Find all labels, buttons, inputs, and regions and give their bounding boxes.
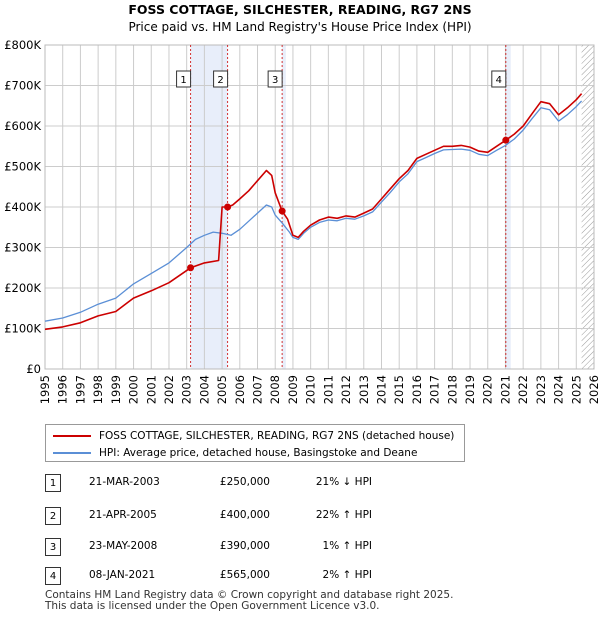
legend-label-hpi: HPI: Average price, detached house, Basi… <box>99 447 418 459</box>
legend-swatch-price <box>53 435 91 437</box>
y-tick-label: £300K <box>4 241 41 255</box>
x-tick-label: 2013 <box>357 375 371 404</box>
x-tick-label: 2012 <box>339 375 353 404</box>
x-tick-label: 2023 <box>534 375 548 404</box>
x-tick-label: 1999 <box>109 375 123 404</box>
transaction-marker <box>502 136 510 144</box>
y-tick-label: £400K <box>4 200 41 214</box>
x-tick-label: 2009 <box>286 375 300 404</box>
x-tick-label: 2002 <box>162 375 176 404</box>
transaction-label-box <box>176 70 192 88</box>
x-tick-label: 2025 <box>569 375 583 404</box>
transaction-label: 2 <box>217 75 223 86</box>
x-tick-label: 2024 <box>552 375 566 404</box>
y-axis-ticks: £0 £100K £200K £300K £400K £500K £600K £700K £80… <box>4 38 41 376</box>
y-tick-label: £800K <box>4 38 41 52</box>
x-tick-label: 2010 <box>304 375 318 404</box>
legend-item-hpi: HPI: Average price, detached house, Basi… <box>53 445 417 461</box>
legend: FOSS COTTAGE, SILCHESTER, READING, RG7 2… <box>45 424 465 462</box>
x-tick-label: 2021 <box>498 375 512 404</box>
y-tick-label: £700K <box>4 79 41 93</box>
transaction-label: 4 <box>496 75 502 86</box>
transaction-label: 1 <box>180 75 186 86</box>
hpi-line <box>44 100 583 322</box>
transaction-hpi: 21% ↓ HPI <box>315 476 372 488</box>
x-tick-label: 2008 <box>268 375 282 404</box>
x-axis-ticks: 1995 1996 1997 1998 1999 2000 2001 2002 2003 2004… <box>38 375 600 404</box>
x-tick-label: 2020 <box>481 375 495 404</box>
y-tick-label: £500K <box>4 160 41 174</box>
legend-swatch-hpi <box>53 452 91 454</box>
x-tick-label: 1996 <box>56 375 70 404</box>
transaction-date: 08-JAN-2021 <box>89 569 156 581</box>
x-tick-label: 2018 <box>445 375 459 404</box>
x-tick-label: 2000 <box>127 375 141 404</box>
transaction-price: £250,000 <box>219 476 270 488</box>
x-tick-label: 1995 <box>38 375 52 404</box>
x-tick-label: 2014 <box>374 375 388 404</box>
transaction-price: £565,000 <box>219 569 270 581</box>
x-tick-label: 2015 <box>392 375 406 404</box>
transaction-marker <box>224 203 232 211</box>
transaction-number: 2 <box>45 507 61 525</box>
plot-frame <box>44 44 595 370</box>
y-tick-label: £0 <box>26 362 41 376</box>
transaction-hpi: 2% ↑ HPI <box>322 569 372 581</box>
x-tick-label: 2006 <box>233 375 247 404</box>
price-paid-line <box>44 93 583 331</box>
transaction-number: 3 <box>45 538 61 556</box>
y-tick-label: £100K <box>4 322 41 336</box>
transaction-date: 21-MAR-2003 <box>89 476 160 488</box>
transaction-marker <box>187 264 195 272</box>
transaction-price: £390,000 <box>219 540 270 552</box>
transaction-date: 21-APR-2005 <box>89 509 157 521</box>
x-tick-label: 2003 <box>180 375 194 404</box>
transaction-hpi: 1% ↑ HPI <box>322 540 372 552</box>
x-tick-label: 2011 <box>321 375 335 404</box>
legend-item-price: FOSS COTTAGE, SILCHESTER, READING, RG7 2… <box>53 428 454 444</box>
x-tick-label: 2016 <box>410 375 424 404</box>
chart-title: FOSS COTTAGE, SILCHESTER, READING, RG7 2… <box>128 2 471 17</box>
transaction-marker <box>278 207 286 215</box>
transaction-date: 23-MAY-2008 <box>89 540 158 552</box>
x-tick-label: 2017 <box>428 375 442 404</box>
legend-label-price: FOSS COTTAGE, SILCHESTER, READING, RG7 2… <box>99 430 455 442</box>
x-tick-label: 2004 <box>197 375 211 404</box>
transaction-number: 1 <box>45 474 61 492</box>
x-tick-label: 2022 <box>516 375 530 404</box>
transaction-labels: 1 2 3 4 <box>176 70 507 88</box>
transaction-label-box <box>491 70 507 88</box>
chart-subtitle: Price paid vs. HM Land Registry's House … <box>128 20 471 34</box>
y-tick-label: £200K <box>4 281 41 295</box>
transaction-label-box <box>213 70 229 88</box>
transaction-hpi: 22% ↑ HPI <box>315 509 372 521</box>
footer-line-2: This data is licensed under the Open Gov… <box>45 600 380 612</box>
transaction-price: £400,000 <box>219 509 270 521</box>
footer-line-1: Contains HM Land Registry data © Crown c… <box>45 589 454 601</box>
x-tick-label: 2001 <box>144 375 158 404</box>
x-tick-label: 2005 <box>215 375 229 404</box>
x-tick-label: 2019 <box>463 375 477 404</box>
series <box>44 93 583 331</box>
x-tick-label: 1998 <box>91 375 105 404</box>
transaction-label: 3 <box>272 75 278 86</box>
x-tick-label: 1997 <box>73 375 87 404</box>
x-tick-label: 2007 <box>251 375 265 404</box>
grid <box>44 44 595 370</box>
transaction-number: 4 <box>45 567 61 585</box>
transaction-markers <box>187 136 510 272</box>
y-tick-label: £600K <box>4 119 41 133</box>
footer: Contains HM Land Registry data © Crown c… <box>45 590 453 612</box>
transaction-label-box <box>267 70 283 88</box>
x-tick-label: 2026 <box>587 375 600 404</box>
chart: FOSS COTTAGE, SILCHESTER, READING, RG7 2… <box>4 2 600 404</box>
